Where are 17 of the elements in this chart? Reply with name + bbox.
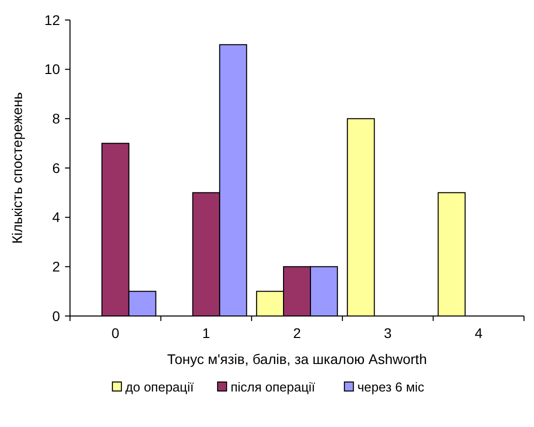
- x-tick-label: 2: [293, 325, 302, 341]
- y-tick-label: 12: [44, 12, 60, 28]
- y-tick-label: 2: [52, 258, 60, 275]
- x-tick-label: 4: [474, 325, 483, 341]
- y-tick-label: 10: [44, 61, 60, 78]
- x-tick-label: 3: [384, 325, 392, 341]
- y-tick-label: 0: [52, 308, 60, 324]
- x-tick-label: 0: [112, 325, 120, 341]
- legend-label: після операції: [230, 380, 316, 395]
- legend-label: через 6 міс: [357, 380, 425, 395]
- x-tick-label: 1: [202, 325, 210, 341]
- y-tick-label: 8: [52, 110, 60, 127]
- x-axis-title: Тонус м'язів, балів, за шкалою Ashworth: [167, 351, 427, 367]
- y-axis-title: Кількість спостережень: [9, 92, 25, 244]
- legend-label: до операції: [125, 380, 194, 395]
- y-tick-label: 6: [52, 160, 60, 176]
- y-tick-label: 4: [52, 209, 60, 226]
